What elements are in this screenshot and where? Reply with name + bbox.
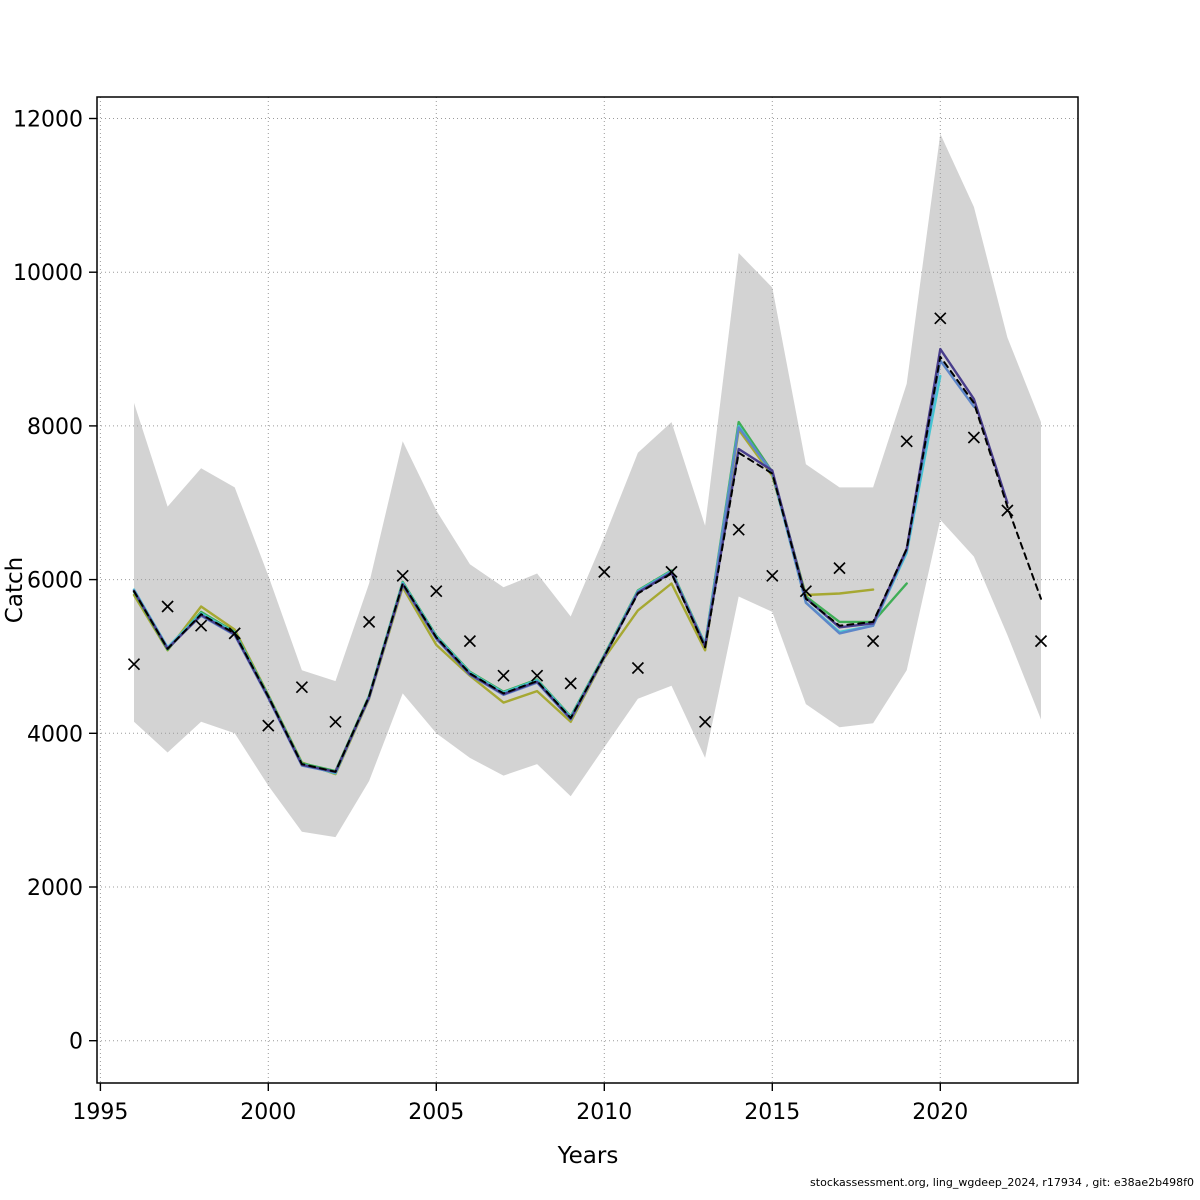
confidence-band [134,133,1041,838]
fitted-catch-2023 [133,355,1042,773]
x-axis-title: Years [557,1143,619,1169]
series-lines [132,347,1042,776]
y-tick-label: 6000 [27,569,83,594]
x-tick-label: 2005 [408,1100,464,1125]
footer-text: stockassessment.org, ling_wgdeep_2024, r… [810,1176,1194,1189]
y-axis-ticks: 0 2000 4000 6000 8000 10000 12000 [13,108,97,1055]
x-tick-label: 2020 [912,1100,968,1125]
x-tick-label: 2000 [240,1100,296,1125]
y-tick-label: 0 [69,1030,83,1055]
y-tick-label: 2000 [27,876,83,901]
plot-area: 1995 2000 2005 2010 2015 2020 0 2000 4000 6000 800… [13,96,1079,1125]
x-tick-label: 1995 [72,1100,128,1125]
x-tick-label: 2010 [576,1100,632,1125]
plot-border [96,96,1079,1084]
x-tick-label: 2015 [744,1100,800,1125]
y-tick-label: 4000 [27,722,83,747]
y-axis-title: Catch [2,557,28,623]
observed-points [127,312,1048,732]
y-tick-label: 12000 [13,108,83,133]
y-tick-label: 8000 [27,415,83,440]
x-axis-ticks: 1995 2000 2005 2010 2015 2020 [72,1083,968,1125]
y-tick-label: 10000 [13,261,83,286]
